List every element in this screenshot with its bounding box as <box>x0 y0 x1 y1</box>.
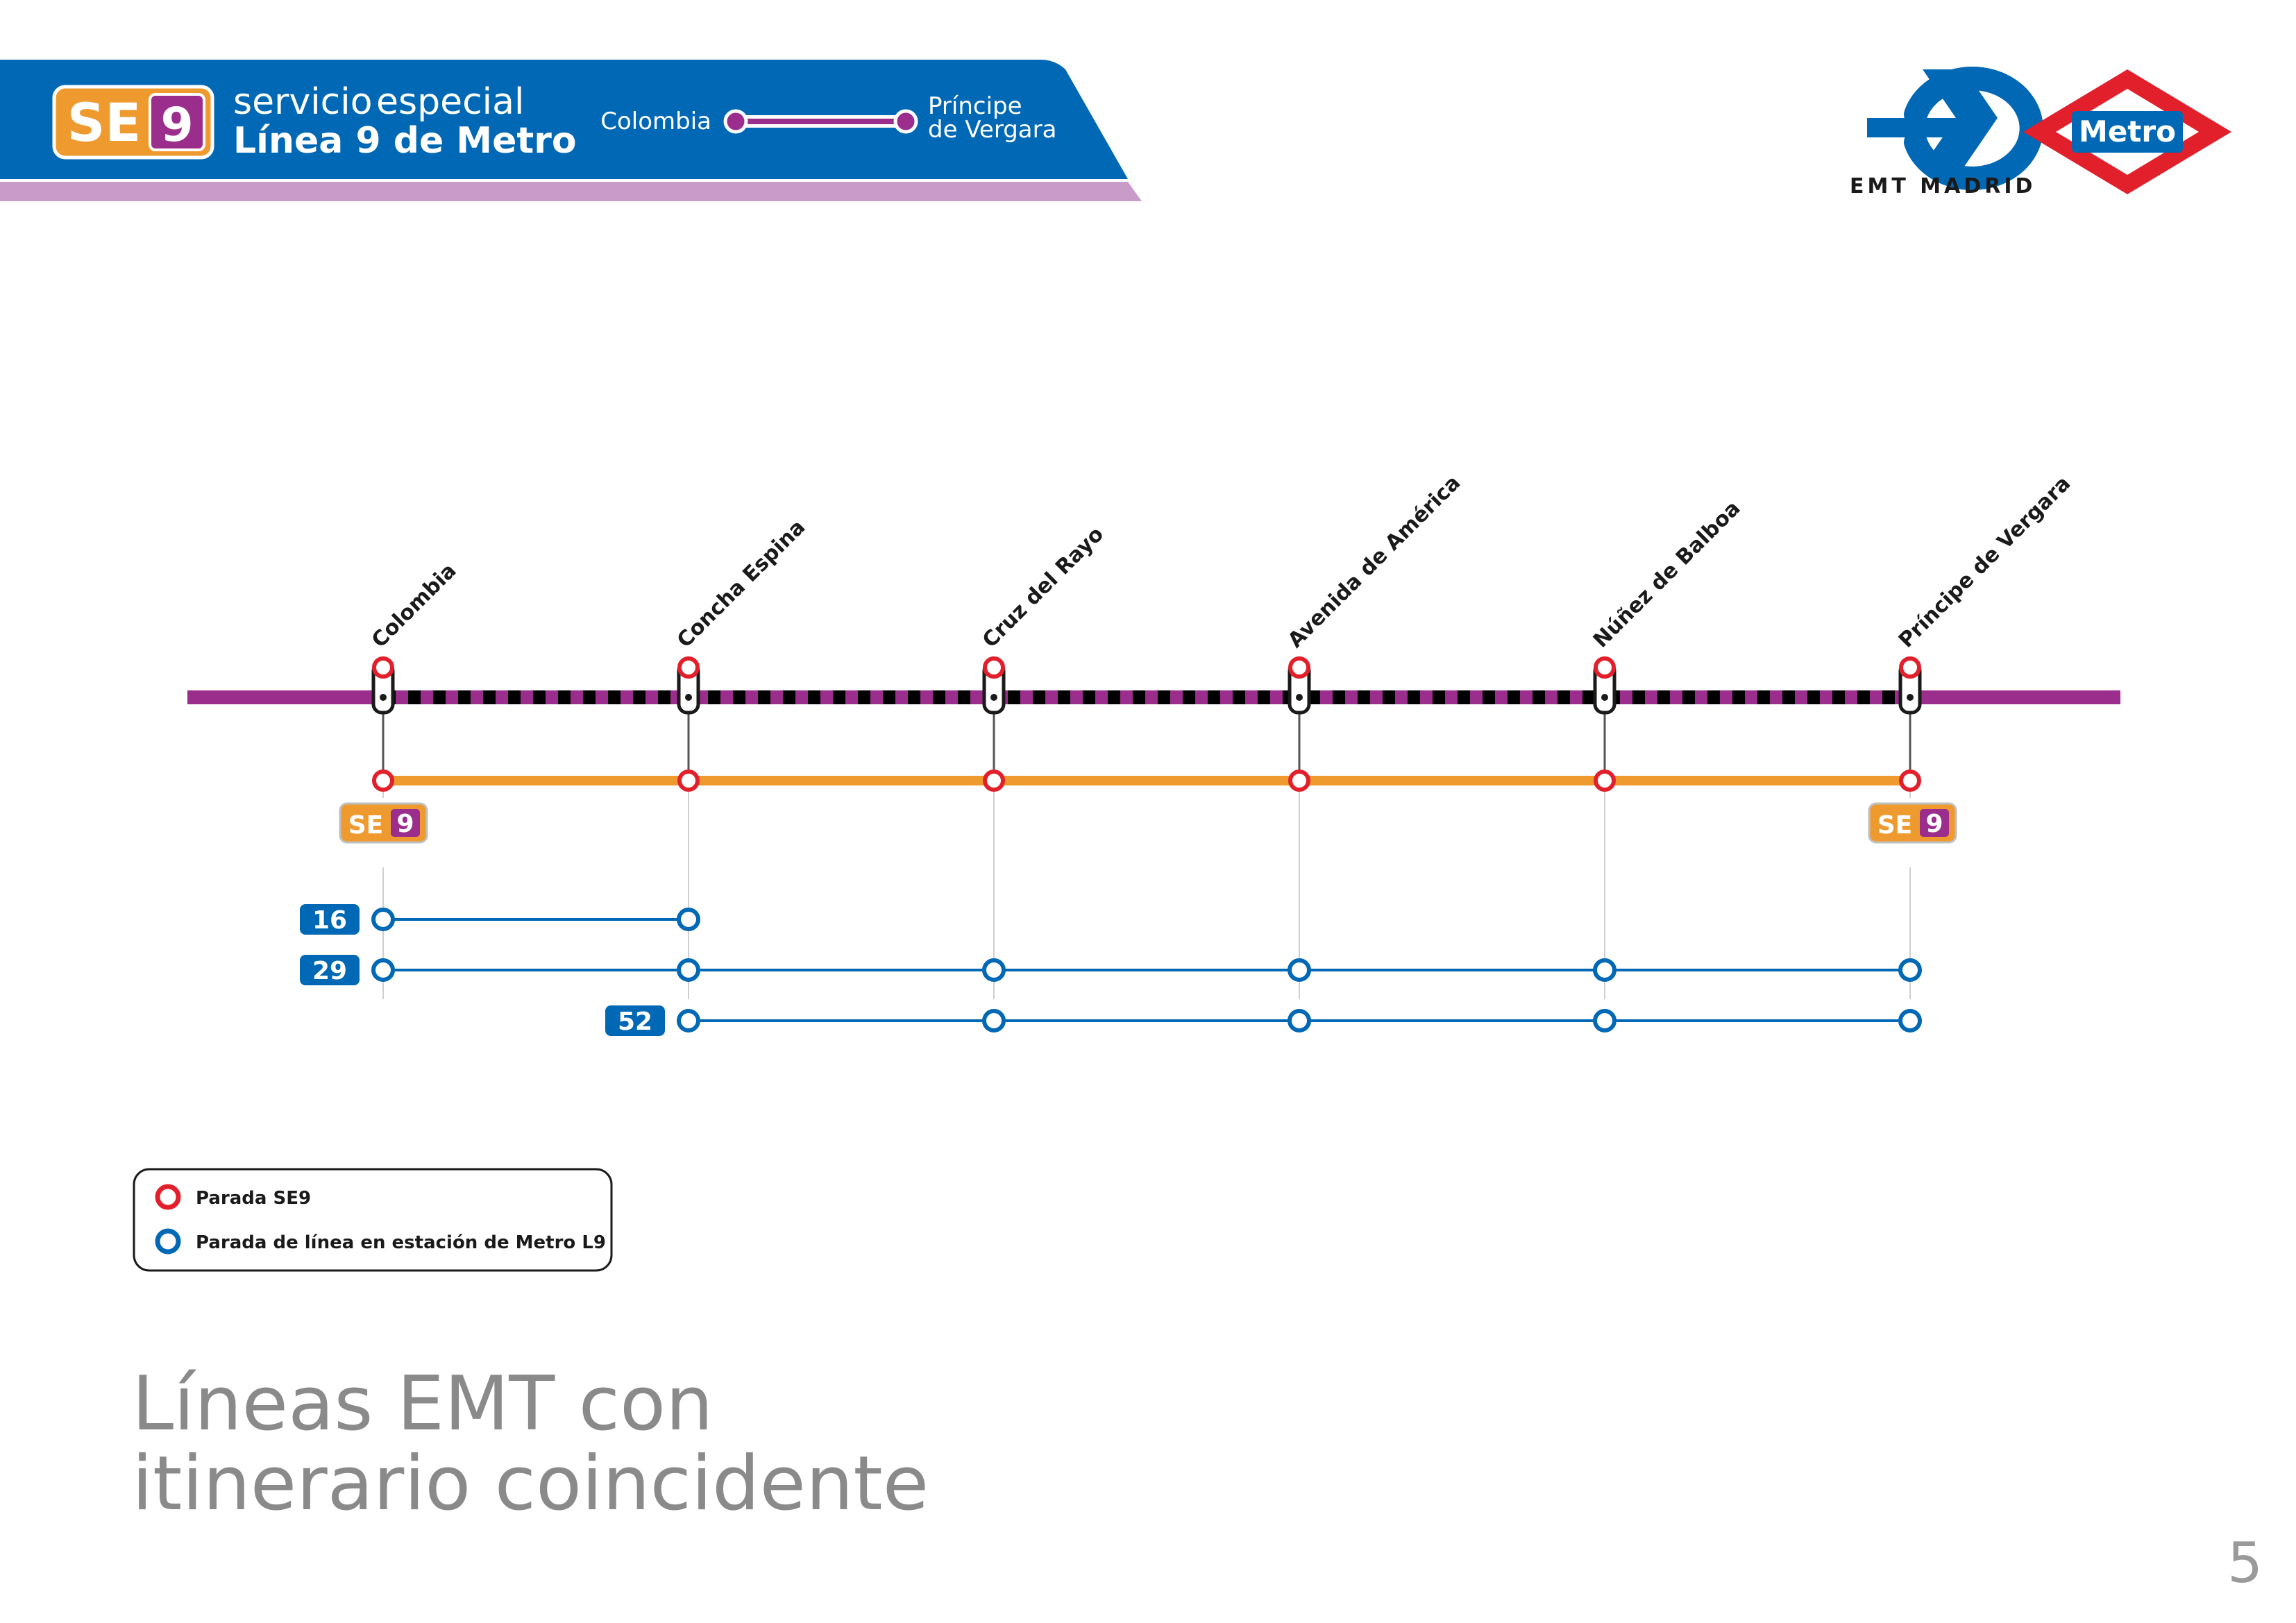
bus-stop <box>982 958 1006 982</box>
station: Príncipe de Vergara <box>1894 471 2075 999</box>
bus-stop <box>1288 958 1311 982</box>
page-number: 5 <box>2227 1531 2263 1595</box>
bus-line-badge <box>300 955 360 985</box>
se9-stop <box>1288 770 1310 792</box>
emt-arrow-icon <box>1923 69 1998 167</box>
header-to-line1: Príncipe <box>928 92 1022 120</box>
station-label: Colombia <box>367 559 462 653</box>
bus-line-number: 29 <box>312 957 347 985</box>
station-label: Cruz del Rayo <box>978 522 1108 652</box>
header-badge-se: SE <box>67 92 142 153</box>
header-from: Colombia <box>600 108 711 135</box>
header-banner: SE 9 servicio especial Línea 9 de Metro … <box>0 60 1142 201</box>
se9-badge-end: SE 9 <box>1868 802 1957 844</box>
se9-stop <box>1899 770 1921 792</box>
se9-stop-top <box>1288 656 1310 679</box>
page-title-line2: itinerario coincidente <box>132 1441 929 1527</box>
legend: Parada SE9 Parada de línea en estación d… <box>133 1168 613 1272</box>
station: Cruz del Rayo <box>978 522 1108 999</box>
se9-badge-start: SE 9 <box>339 802 428 844</box>
se9-badge-end-num: 9 <box>1925 810 1943 838</box>
header-badge-num: 9 <box>160 98 193 153</box>
metro-station-dot <box>1296 694 1303 701</box>
page-title-line1: Líneas EMT con <box>132 1361 713 1447</box>
bus-stop <box>677 908 700 931</box>
route-diagram: Colombia Concha Espina Cruz del Rayo Avenid… <box>187 470 2120 1036</box>
se9-badge-end-se: SE <box>1877 811 1913 840</box>
emt-logo: EMT MADRID <box>1850 67 2043 198</box>
emt-logo-text: EMT MADRID <box>1850 174 2036 198</box>
bus-stop <box>1593 958 1617 982</box>
bus-line-badge <box>605 1005 665 1036</box>
bus-stop <box>677 958 700 982</box>
bus-line: 52 <box>605 1005 1922 1036</box>
station: Núñez de Balboa <box>1589 496 1746 999</box>
metro-station-dot <box>685 694 692 701</box>
header-line2: Línea 9 de Metro <box>233 120 577 162</box>
station-label: Avenida de América <box>1283 470 1465 652</box>
se9-stop <box>983 770 1005 792</box>
se9-stop-top <box>372 656 394 679</box>
bus-stop <box>371 908 395 931</box>
se9-badge-start-num: 9 <box>396 810 414 838</box>
metro-station-dot <box>1601 694 1608 701</box>
se9-stop-top <box>677 656 700 679</box>
header-line1: servicio <box>233 81 373 123</box>
header-line1b: especial <box>376 81 524 123</box>
bus-line-number: 16 <box>312 906 347 935</box>
header-blue-band <box>0 60 1128 179</box>
se9-stop-top <box>1594 656 1616 679</box>
header-mini-route: Colombia Príncipe de Vergara <box>600 92 1056 144</box>
bus-line: 16 <box>300 904 700 935</box>
bus-stop <box>1898 1009 1922 1033</box>
station-label: Príncipe de Vergara <box>1894 471 2075 652</box>
legend-line-stop: Parada de línea en estación de Metro L9 <box>196 1232 606 1253</box>
station: Avenida de América <box>1283 470 1465 999</box>
se9-stop <box>1594 770 1616 792</box>
header-lilac-stripe <box>0 182 1142 201</box>
legend-blue-stop-icon <box>155 1228 181 1255</box>
se9-stop <box>677 770 700 792</box>
se9-stop-top <box>983 656 1005 679</box>
bus-stop <box>982 1009 1006 1033</box>
bus-stop <box>677 1009 700 1033</box>
se9-stop-top <box>1899 656 1921 679</box>
header-to-line2: de Vergara <box>928 116 1056 144</box>
bus-stop <box>1288 1009 1311 1033</box>
metro-station-dot <box>380 694 387 701</box>
legend-se9-stop: Parada SE9 <box>196 1188 311 1209</box>
bus-line-badge <box>300 904 360 935</box>
se9-badge-start-se: SE <box>348 811 384 840</box>
bus-line: 29 <box>300 955 1922 985</box>
se9-stop <box>372 770 394 792</box>
metro-logo: Metro <box>2023 69 2231 194</box>
bus-stop <box>371 958 395 982</box>
header-se9-badge: SE 9 <box>52 85 214 160</box>
bus-stop <box>1593 1009 1617 1033</box>
metro-station-dot <box>1907 694 1914 701</box>
bus-stop <box>1898 958 1922 982</box>
metro-station-dot <box>990 694 997 701</box>
station-label: Núñez de Balboa <box>1589 496 1746 653</box>
legend-box <box>133 1168 613 1272</box>
metro-logo-text: Metro <box>2079 114 2176 148</box>
station-label: Concha Espina <box>673 515 810 652</box>
legend-red-stop-icon <box>155 1184 181 1210</box>
bus-line-number: 52 <box>618 1008 652 1036</box>
bus-layer: 16 29 52 <box>300 904 1922 1036</box>
